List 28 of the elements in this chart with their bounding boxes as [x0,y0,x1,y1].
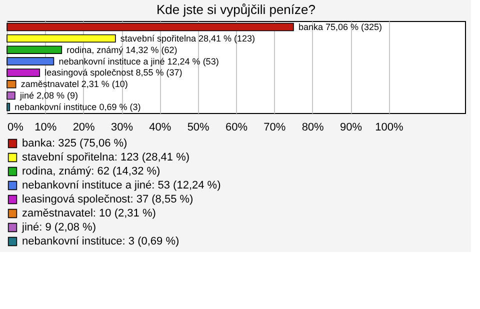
category-label: stavební spořitelna 28,41 % (123) [120,33,256,44]
x-tick-label: 70% [264,122,286,134]
x-tick-label: 100% [375,122,404,134]
x-tick-label: 50% [187,122,210,134]
category-label: nebankovní instituce a jiné 12,24 % (53) [58,56,219,66]
x-tick-label: 60% [225,122,248,134]
category-label: leasingová společnost 8,55 % (37) [44,68,182,78]
legend-label: stavební spořitelna: 123 (28,41 %) [22,152,190,164]
category-label: jiné 2,08 % (9) [20,90,78,101]
legend-label: leasingová společnost: 37 (8,55 %) [22,194,194,206]
legend-label: zaměstnavatel: 10 (2,31 %) [22,208,156,220]
legend-label: nebankovní instituce: 3 (0,69 %) [22,236,180,248]
x-tick-label: 0% [8,122,24,134]
legend-label: rodina, známý: 62 (14,32 %) [22,166,160,178]
category-label: banka 75,06 % (325) [298,22,382,32]
x-tick-label: 20% [72,122,96,134]
x-tick-label: 40% [149,122,172,134]
category-label: zaměstnavatel 2,31 % (10) [20,79,128,90]
x-tick-label: 80% [302,122,324,134]
chart-title: Kde jste si vypůjčili peníze? [156,2,316,17]
legend-label: nebankovní instituce a jiné: 53 (12,24 %) [22,180,221,192]
category-label: nebankovní instituce 0,69 % (3) [14,102,141,112]
x-tick-label: 90% [340,122,362,134]
x-tick-label: 10% [34,122,57,134]
x-tick-label: 30% [110,122,134,134]
legend-label: jiné: 9 (2,08 %) [21,222,96,234]
category-label: rodina, známý 14,32 % (62) [66,44,178,55]
legend-label: banka: 325 (75,06 %) [22,138,128,150]
